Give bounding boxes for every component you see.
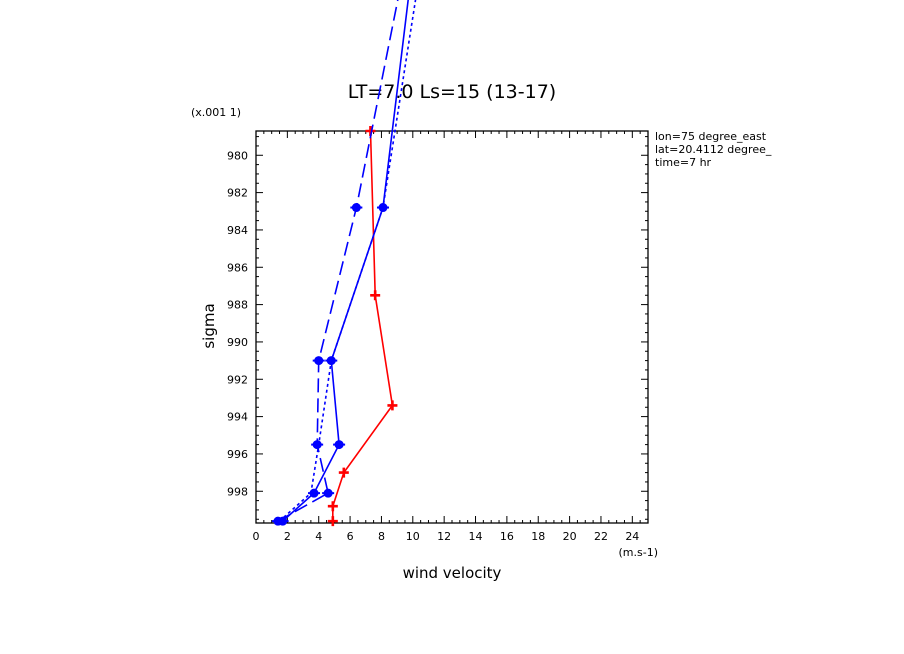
data-point-plus xyxy=(338,467,349,478)
x-axis-label: wind velocity xyxy=(403,564,502,582)
x-tick-label: 16 xyxy=(500,530,514,543)
y-tick-label: 998 xyxy=(227,485,248,498)
x-tick-label: 8 xyxy=(378,530,385,543)
y-tick-label: 992 xyxy=(227,373,248,386)
data-point-plus xyxy=(370,290,381,301)
y-tick-label: 990 xyxy=(227,336,248,349)
x-tick-label: 10 xyxy=(406,530,420,543)
y-tick-label: 996 xyxy=(227,448,248,461)
annotation-time: time=7 hr xyxy=(655,156,712,169)
series-line xyxy=(332,130,394,522)
data-point-plus xyxy=(387,400,398,411)
data-point-plus xyxy=(327,501,338,512)
x-tick-label: 18 xyxy=(531,530,545,543)
annotation-lon: lon=75 degree_east xyxy=(655,130,767,143)
chart-title: LT=7.0 Ls=15 (13-17) xyxy=(348,81,556,103)
x-tick-label: 6 xyxy=(347,530,354,543)
x-tick-label: 0 xyxy=(253,530,260,543)
x-tick-label: 2 xyxy=(284,530,291,543)
x-tick-label: 12 xyxy=(437,530,451,543)
series-line xyxy=(277,0,399,522)
plot-area: 0 2 4 6 8 10 12 14 16 18 20 22 249809829849869889909… xyxy=(227,0,649,543)
y-tick-label: 986 xyxy=(227,261,248,274)
y-tick-label: 994 xyxy=(227,411,248,424)
x-tick-label: 14 xyxy=(469,530,483,543)
y-tick-label: 988 xyxy=(227,299,248,312)
x-axis-unit: (m.s-1) xyxy=(619,546,659,559)
series-1-clip xyxy=(282,0,409,522)
annotation-lat: lat=20.4112 degree_ xyxy=(655,143,772,156)
plot-frame xyxy=(255,130,649,524)
x-tick-label: 4 xyxy=(315,530,322,543)
series-0 xyxy=(327,126,398,527)
y-axis-unit: (x.001 1) xyxy=(191,106,241,119)
series-0-clip xyxy=(332,130,394,522)
y-axis-label: sigma xyxy=(200,303,218,348)
y-tick-label: 984 xyxy=(227,224,248,237)
y-tick-label: 982 xyxy=(227,187,248,200)
data-point-plus xyxy=(327,516,338,527)
series-line xyxy=(278,0,417,522)
x-tick-label: 24 xyxy=(625,530,639,543)
series-3 xyxy=(278,0,417,522)
x-tick-label: 22 xyxy=(594,530,608,543)
y-tick-label: 980 xyxy=(227,149,248,162)
series-line xyxy=(282,0,409,522)
x-tick-label: 20 xyxy=(563,530,577,543)
series-2 xyxy=(271,0,399,526)
series-3-clip xyxy=(278,0,417,522)
series-2-clip xyxy=(277,0,399,522)
